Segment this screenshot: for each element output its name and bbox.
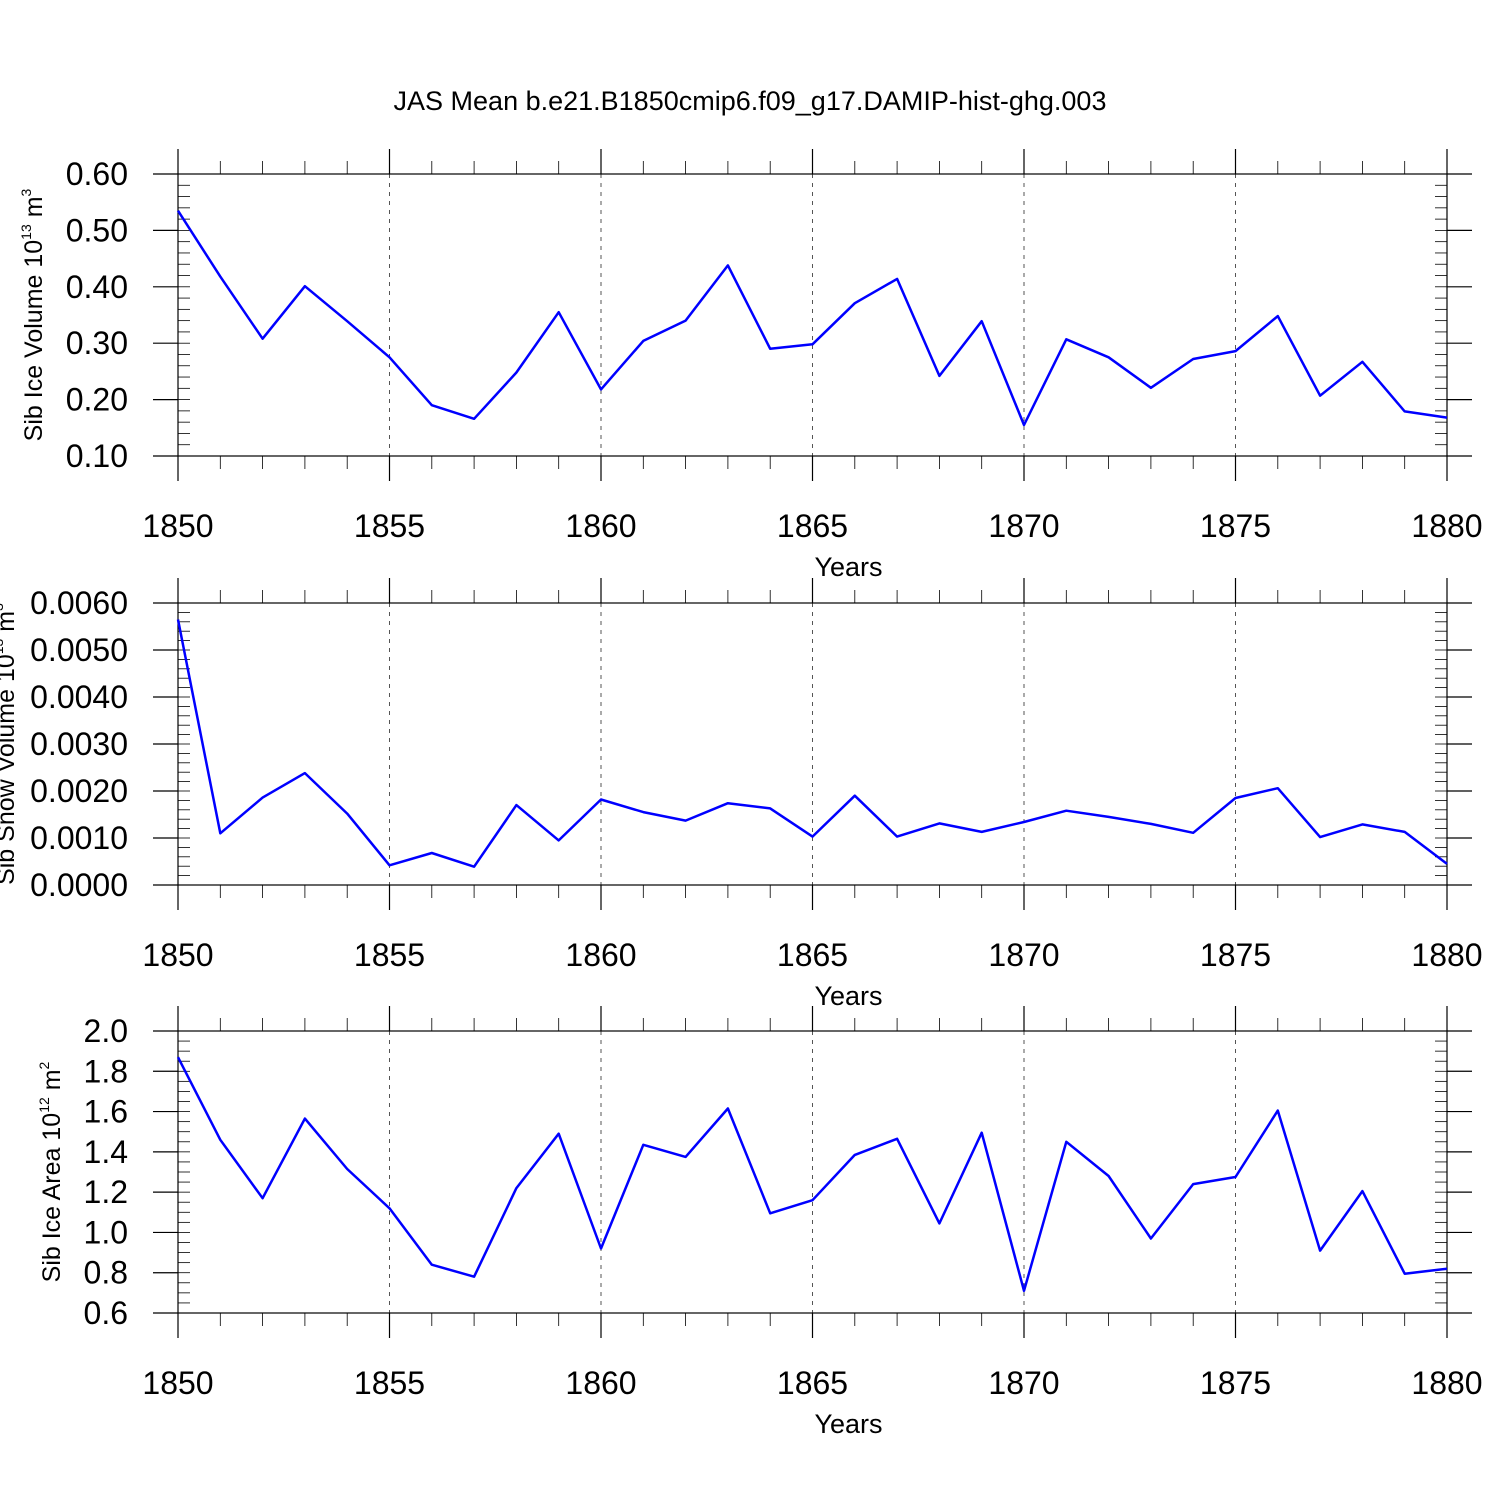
y-tick-label: 0.0020: [30, 773, 128, 809]
y-axis-label-exponent: 12: [36, 1097, 52, 1113]
panel-3: 1850 1855 1860 1865 1870 1875 1880 0.6 0.8 1.0 1.2…: [36, 1006, 1483, 1439]
y-tick-label: 0.50: [66, 212, 128, 248]
x-tick-label: 1855: [354, 1365, 425, 1401]
x-tick-label: 1865: [777, 508, 848, 544]
x-tick-label: 1850: [142, 1365, 213, 1401]
panel-1: 1850 1855 1860 1865 1870 1875 1880 0.10 0.20 0.30…: [18, 149, 1483, 582]
panels: 1850 1855 1860 1865 1870 1875 1880 0.10 0.20 0.30…: [0, 149, 1483, 1439]
series-line: [176, 1056, 1448, 1293]
y-axis-label-exponent: 2: [36, 1061, 52, 1069]
y-tick-label: 0.0010: [30, 820, 128, 856]
x-tick-label: 1880: [1411, 508, 1482, 544]
x-tick-label: 1855: [354, 508, 425, 544]
y-tick-label: 0.8: [84, 1255, 128, 1291]
y-tick-label: 0.60: [66, 156, 128, 192]
x-tick-label: 1875: [1200, 1365, 1271, 1401]
y-tick-label: 0.0040: [30, 679, 128, 715]
x-axis-label: Years: [814, 1409, 882, 1439]
x-axis-label: Years: [814, 552, 882, 582]
y-tick-label: 0.10: [66, 438, 128, 474]
x-tick-label: 1865: [777, 937, 848, 973]
y-tick-label: 1.0: [84, 1214, 128, 1250]
x-tick-label: 1850: [142, 937, 213, 973]
y-tick-label: 1.6: [84, 1094, 128, 1130]
y-tick-label: 0.40: [66, 269, 128, 305]
y-tick-label: 0.0050: [30, 632, 128, 668]
y-axis-label-exponent: 3: [0, 603, 6, 611]
panel-2: 1850 1855 1860 1865 1870 1875 1880 0.0000 0.0010…: [0, 578, 1483, 1011]
x-tick-label: 1850: [142, 508, 213, 544]
x-tick-label: 1870: [988, 1365, 1059, 1401]
y-tick-label: 1.2: [84, 1174, 128, 1210]
y-axis-label-exponent: 3: [18, 188, 34, 196]
series-line: [176, 619, 1448, 868]
y-tick-label: 0.0060: [30, 585, 128, 621]
y-tick-label: 0.0000: [30, 867, 128, 903]
x-tick-label: 1870: [988, 508, 1059, 544]
y-axis-label-part: m: [20, 196, 48, 224]
y-tick-label: 1.8: [84, 1053, 128, 1089]
x-tick-label: 1880: [1411, 1365, 1482, 1401]
figure-title: JAS Mean b.e21.B1850cmip6.f09_g17.DAMIP-…: [394, 86, 1107, 116]
plot-frame: [177, 173, 1448, 457]
y-axis-label-part: m: [0, 611, 20, 639]
x-axis-label: Years: [814, 981, 882, 1011]
y-axis-label: Sib Snow Volume 1013 m3: [0, 603, 20, 885]
y-axis-label-part: Sib Ice Area 10: [38, 1113, 66, 1283]
x-tick-label: 1855: [354, 937, 425, 973]
y-tick-label: 0.20: [66, 382, 128, 418]
x-tick-label: 1880: [1411, 937, 1482, 973]
series-line: [176, 210, 1448, 427]
x-tick-label: 1875: [1200, 508, 1271, 544]
x-tick-label: 1860: [565, 937, 636, 973]
y-tick-label: 0.0030: [30, 726, 128, 762]
x-tick-label: 1875: [1200, 937, 1271, 973]
y-axis-label: Sib Ice Volume 1013 m3: [18, 188, 48, 441]
y-axis-label-part: Sib Ice Volume 10: [20, 240, 48, 442]
plot-frame: [177, 602, 1448, 886]
x-tick-label: 1870: [988, 937, 1059, 973]
y-axis-label: Sib Ice Area 1012 m2: [36, 1061, 66, 1282]
x-tick-label: 1865: [777, 1365, 848, 1401]
y-axis-label-exponent: 13: [18, 224, 34, 240]
y-tick-label: 0.30: [66, 325, 128, 361]
y-tick-label: 0.6: [84, 1295, 128, 1331]
plot-frame: [177, 1030, 1448, 1314]
y-tick-label: 2.0: [84, 1013, 128, 1049]
y-axis-label-part: m: [38, 1069, 66, 1097]
y-axis-label-part: Sib Snow Volume 10: [0, 654, 20, 885]
x-tick-label: 1860: [565, 1365, 636, 1401]
y-tick-label: 1.4: [84, 1134, 128, 1170]
x-tick-label: 1860: [565, 508, 636, 544]
y-axis-label-exponent: 13: [0, 638, 6, 654]
